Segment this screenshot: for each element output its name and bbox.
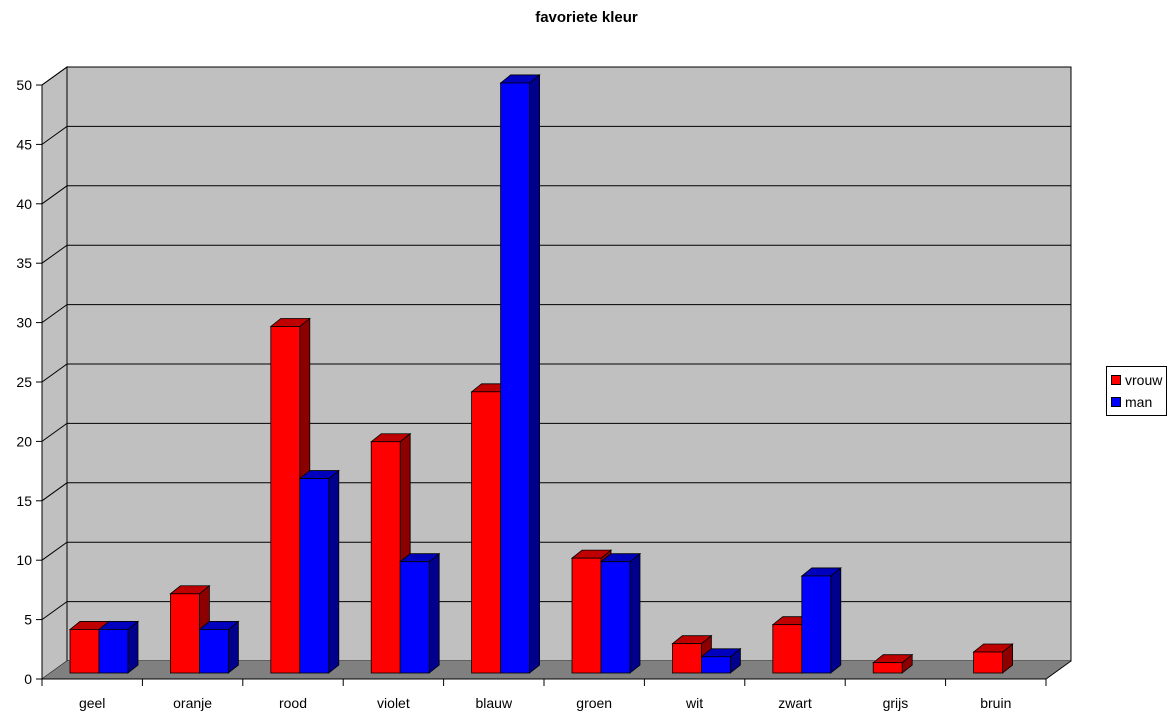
y-tick-label: 50 [16, 77, 32, 93]
x-tick-label: groen [576, 695, 612, 711]
x-tick-label: rood [279, 695, 307, 711]
x-tick-label: blauw [476, 695, 513, 711]
x-tick-label: zwart [778, 695, 812, 711]
y-tick-label: 30 [16, 315, 32, 331]
y-tick-label: 25 [16, 374, 32, 390]
legend-label-vrouw: vrouw [1125, 371, 1163, 388]
y-tick-label: 35 [16, 255, 32, 271]
x-tick-label: violet [377, 695, 410, 711]
x-tick-label: wit [685, 695, 703, 711]
bar-front [198, 629, 229, 674]
gridline [41, 244, 1071, 264]
y-tick-label: 15 [16, 493, 32, 509]
legend-item-man: man [1107, 392, 1166, 411]
bar-man-zwart [800, 567, 842, 674]
bar-front [672, 643, 702, 674]
x-tick-label: bruin [980, 695, 1011, 711]
bar-side [127, 620, 139, 674]
bar-man-wit [700, 647, 742, 674]
bar-front [169, 593, 200, 674]
axes [36, 84, 1072, 686]
bar-man-geel [97, 620, 140, 674]
bar-front [69, 629, 100, 674]
gridline [41, 601, 1071, 621]
bar-side [328, 469, 340, 674]
legend-item-vrouw: vrouw [1107, 370, 1166, 389]
y-tick-label: 5 [24, 612, 32, 628]
bar-front [500, 82, 531, 674]
legend-label-man: man [1125, 393, 1153, 410]
gridline [41, 66, 1071, 86]
bar-front [299, 478, 330, 674]
gridline [41, 422, 1071, 442]
bars [68, 74, 1014, 674]
gridline [41, 304, 1071, 324]
bar-man-blauw [499, 74, 541, 674]
bar-front [370, 441, 401, 674]
bar-man-violet [399, 552, 441, 674]
bar-front [270, 326, 301, 674]
y-tick-label: 40 [16, 196, 32, 212]
bar-front [399, 561, 430, 674]
gridline [41, 185, 1071, 205]
bar-man-groen [599, 552, 642, 674]
bar-front [973, 651, 1003, 674]
bar-side [428, 552, 440, 674]
gridline [41, 125, 1071, 145]
bar-vrouw-grijs [872, 653, 914, 674]
axis-labels: 0 5 10 15 20 25 30 35 40 45 50 geel oranje rood violet… [16, 77, 1011, 711]
bar-side [830, 567, 842, 674]
y-tick-label: 10 [16, 552, 32, 568]
bar-front [600, 561, 631, 674]
legend-swatch-man [1111, 396, 1121, 407]
legend: vrouw man [1106, 366, 1167, 416]
bar-front [801, 575, 832, 674]
bar-vrouw-bruin [972, 643, 1014, 674]
x-tick-label: grijs [883, 695, 909, 711]
gridline [41, 363, 1071, 383]
bar-front [471, 391, 502, 674]
bar-front [772, 624, 803, 674]
gridline [41, 541, 1071, 561]
bar-man-oranje [198, 620, 240, 674]
gridline [41, 482, 1071, 502]
y-tick-label: 20 [16, 433, 32, 449]
x-tick-label: geel [79, 695, 105, 711]
bar-front [571, 557, 602, 674]
bar-side [529, 74, 540, 674]
bar-side [227, 620, 239, 674]
x-tick-label: oranje [173, 695, 212, 711]
y-tick-label: 45 [16, 136, 32, 152]
bar-front [872, 662, 903, 674]
bar-man-rood [298, 469, 340, 674]
gridlines [41, 66, 1071, 621]
bar-front [98, 629, 129, 674]
chart-title: favoriete kleur [535, 9, 638, 26]
bar-side [629, 552, 641, 674]
bar-front [701, 656, 731, 674]
y-tick-label: 0 [24, 671, 32, 687]
legend-swatch-vrouw [1111, 374, 1121, 385]
